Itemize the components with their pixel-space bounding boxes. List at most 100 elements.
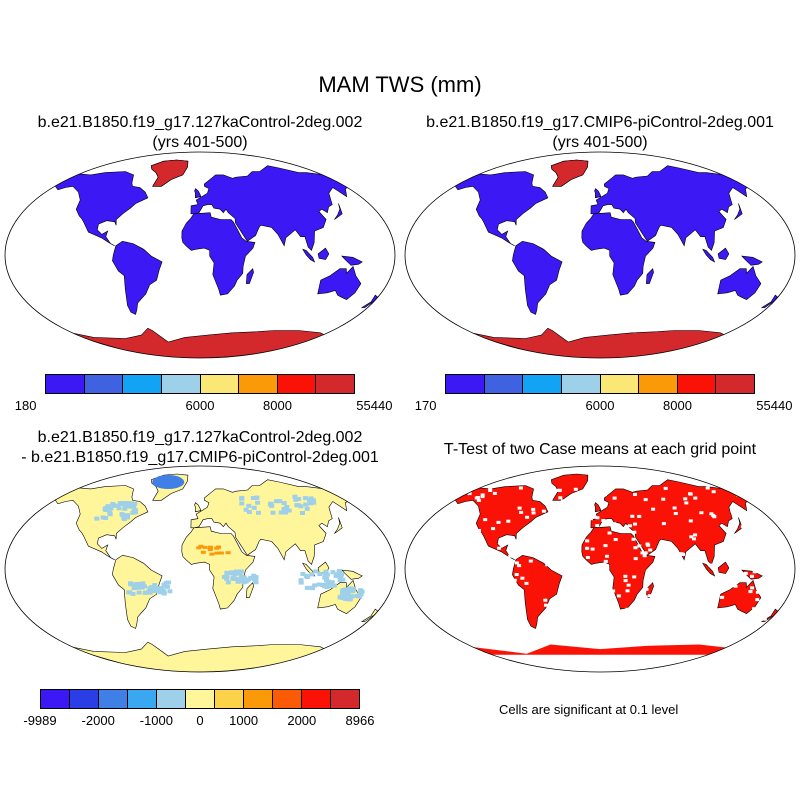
nonsig-cell <box>543 616 548 620</box>
diff-cell-negative <box>140 581 146 586</box>
nonsig-cell <box>759 527 764 531</box>
diff-cell-negative <box>116 506 122 511</box>
diff-cell-negative <box>159 586 165 591</box>
land-africa <box>581 212 656 296</box>
nonsig-cell <box>513 543 518 547</box>
nonsig-cell <box>711 490 716 494</box>
diff-cell-negative <box>341 596 347 601</box>
panel-top-right-title: b.e21.B1850.f19_g17.CMIP6-piControl-2deg… <box>400 113 800 153</box>
nonsig-cell <box>685 586 690 590</box>
diff-cell-negative <box>127 590 133 595</box>
diff-cell-negative <box>164 584 170 589</box>
diff-cell-positive <box>218 551 224 555</box>
nonsig-cell <box>478 630 483 634</box>
land-antarctica <box>448 327 737 358</box>
nonsig-cell <box>594 494 599 498</box>
diff-cell-negative <box>322 575 328 580</box>
nonsig-cell <box>488 486 493 490</box>
nonsig-cell <box>721 609 726 613</box>
nonsig-cell <box>712 515 717 519</box>
diff-cell-negative <box>270 510 276 515</box>
diff-cell-negative <box>300 511 305 515</box>
nonsig-cell <box>750 586 755 590</box>
nonsig-cell <box>515 612 520 616</box>
nonsig-cell <box>431 556 435 559</box>
map-top-right <box>404 151 796 359</box>
colorbar-top-left <box>45 374 355 394</box>
nonsig-cell <box>524 581 529 585</box>
nonsig-cell <box>482 562 486 566</box>
colorbar-tick-label: 180 <box>14 398 37 413</box>
nonsig-cell <box>585 546 590 550</box>
colorbar-tick-label: 2000 <box>287 713 317 728</box>
nonsig-cell <box>451 605 456 609</box>
land-eurasia <box>190 165 356 251</box>
diff-cell-negative <box>323 569 329 574</box>
diff-cell-negative <box>131 586 137 591</box>
nonsig-cell <box>616 594 621 598</box>
land-australia <box>717 579 762 614</box>
nonsig-cell <box>725 581 730 585</box>
diff-cell-negative <box>283 510 289 515</box>
colorbar-swatch <box>244 690 273 708</box>
nonsig-cell <box>558 593 563 597</box>
nonsig-cell <box>632 530 637 534</box>
nonsig-cell <box>661 522 666 526</box>
nonsig-cell <box>730 509 735 513</box>
nonsig-cell <box>651 507 656 511</box>
diff-cell-negative <box>107 510 113 515</box>
diff-cell-negative <box>277 499 283 504</box>
diff-cell-negative <box>357 594 363 599</box>
nonsig-cell <box>709 599 714 603</box>
nonsig-cell <box>703 581 708 585</box>
nonsig-cell <box>613 624 618 628</box>
colorbar-top-right <box>445 374 755 394</box>
nonsig-cell <box>590 547 595 551</box>
nonsig-cell <box>564 563 569 567</box>
nonsig-cell <box>776 565 781 569</box>
colorbar-tick-label: 170 <box>414 398 437 413</box>
land-uk <box>594 502 602 513</box>
diff-cell-negative <box>296 497 302 501</box>
significance-note: Cells are significant at 0.1 level <box>499 702 679 717</box>
diff-cell-negative <box>251 573 257 578</box>
nonsig-cell <box>750 574 754 578</box>
land-samerica <box>112 240 163 315</box>
land-namerica <box>55 485 149 561</box>
nonsig-cell <box>709 512 714 516</box>
colorbar-swatch <box>123 375 162 393</box>
nonsig-cell <box>607 531 612 535</box>
nonsig-cell <box>633 557 638 561</box>
nonsig-cell <box>643 551 648 555</box>
colorbar-tick-label: -9989 <box>23 713 57 728</box>
nonsig-cell <box>708 563 712 567</box>
nonsig-cell <box>626 583 631 587</box>
nonsig-cell <box>686 566 691 570</box>
nonsig-cell <box>642 554 647 558</box>
diff-cell-negative <box>243 579 249 584</box>
nonsig-cell <box>500 593 505 596</box>
nonsig-cell <box>543 598 548 602</box>
nonsig-cell <box>504 610 509 614</box>
nonsig-cell <box>518 486 523 490</box>
land-indonesia1 <box>702 248 716 263</box>
diff-cell-negative <box>229 570 235 575</box>
nonsig-cell <box>752 570 757 574</box>
diff-cell-positive <box>214 546 220 550</box>
nonsig-cell <box>684 501 689 505</box>
diff-cell-negative <box>292 494 298 499</box>
diff-cell-negative <box>221 575 227 579</box>
nonsig-cell <box>637 514 642 518</box>
diff-cell-negative <box>342 587 348 592</box>
nonsig-cell <box>467 554 472 557</box>
nonsig-cell <box>687 553 691 556</box>
nonsig-cell <box>480 495 485 499</box>
nonsignificant-cells <box>417 483 783 635</box>
colorbar-swatch <box>186 690 215 708</box>
land-japan <box>734 203 743 220</box>
nonsig-cell <box>512 578 517 582</box>
diff-cell-negative <box>117 501 123 505</box>
diff-cell-negative <box>236 578 242 583</box>
land-namerica <box>455 171 549 247</box>
diff-cell-negative <box>338 575 344 579</box>
